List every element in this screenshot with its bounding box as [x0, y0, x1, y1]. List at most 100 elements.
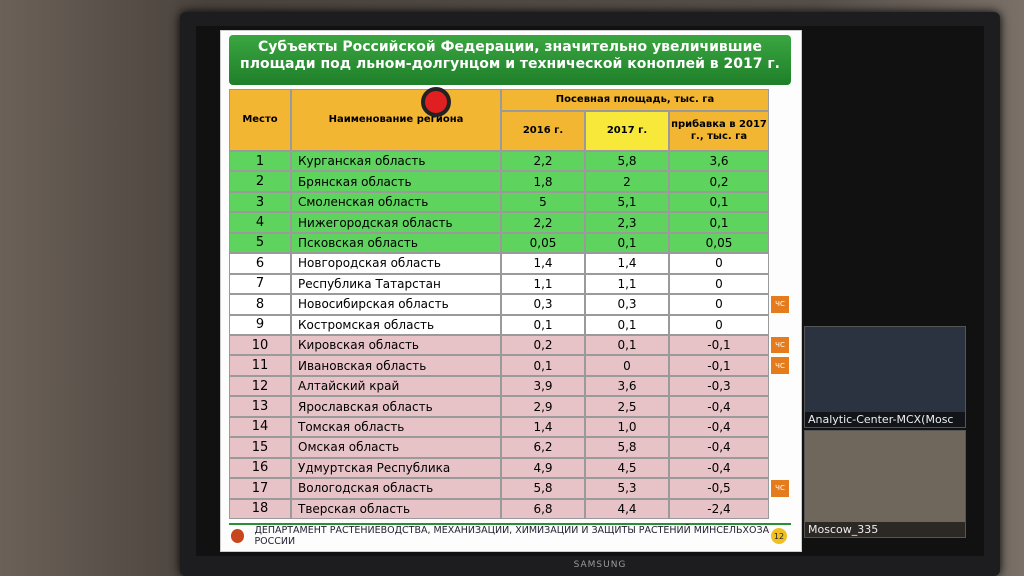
value-cell: 0,1	[585, 314, 669, 335]
value-cell: -0,3	[669, 375, 769, 397]
slide-title: Субъекты Российской Федерации, значитель…	[229, 35, 791, 85]
value-cell: 6,8	[501, 498, 585, 519]
value-cell: 3,6	[669, 151, 769, 172]
value-cell: 1,4	[501, 416, 585, 438]
place-cell: 15	[229, 437, 291, 458]
place-cell: 18	[229, 498, 291, 519]
value-cell: 1,0	[585, 416, 669, 438]
value-cell: -0,4	[669, 437, 769, 458]
value-cell: 0	[669, 273, 769, 295]
value-cell: 2,3	[585, 212, 669, 233]
video-label: Analytic-Center-MCX(Mosc	[805, 412, 965, 427]
value-cell: 0,1	[501, 355, 585, 376]
emergency-flag: ЧС	[771, 357, 789, 374]
value-cell: 0	[669, 314, 769, 335]
value-cell: 0,1	[585, 232, 669, 254]
value-cell: 1,1	[501, 273, 585, 295]
value-cell: -0,1	[669, 355, 769, 376]
value-cell: -0,4	[669, 396, 769, 417]
region-cell: Псковская область	[291, 232, 501, 254]
region-cell: Тверская область	[291, 498, 501, 519]
region-cell: Омская область	[291, 437, 501, 458]
brand: SAMSUNG	[573, 560, 627, 570]
region-cell: Брянская область	[291, 171, 501, 192]
footer: ДЕПАРТАМЕНТ РАСТЕНИЕВОДСТВА, МЕХАНИЗАЦИИ…	[229, 523, 791, 547]
value-cell: 5,8	[585, 151, 669, 172]
value-cell: 3,9	[501, 375, 585, 397]
header-cell: 2017 г.	[585, 111, 669, 151]
region-cell: Нижегородская область	[291, 212, 501, 233]
emergency-flag: ЧС	[771, 480, 789, 497]
value-cell: 1,8	[501, 171, 585, 192]
footer-text: ДЕПАРТАМЕНТ РАСТЕНИЕВОДСТВА, МЕХАНИЗАЦИИ…	[254, 525, 770, 547]
place-cell: 17	[229, 478, 291, 499]
value-cell: -2,4	[669, 498, 769, 519]
record-indicator	[421, 87, 451, 117]
value-cell: 2,5	[585, 396, 669, 417]
value-cell: 0,1	[669, 212, 769, 233]
value-cell: 0,2	[501, 335, 585, 356]
region-cell: Кировская область	[291, 335, 501, 356]
place-cell: 5	[229, 232, 291, 254]
header-cell: Наименование региона	[291, 89, 501, 151]
place-cell: 10	[229, 335, 291, 356]
slide: Субъекты Российской Федерации, значитель…	[220, 30, 802, 552]
value-cell: 0,05	[501, 232, 585, 254]
header-cell: 2016 г.	[501, 111, 585, 151]
region-cell: Томская область	[291, 416, 501, 438]
region-cell: Ивановская область	[291, 355, 501, 376]
region-cell: Смоленская область	[291, 191, 501, 213]
value-cell: 4,5	[585, 457, 669, 479]
header-cell: Место	[229, 89, 291, 151]
value-cell: -0,1	[669, 335, 769, 356]
video-tile: Moscow_335	[804, 430, 966, 538]
value-cell: 3,6	[585, 375, 669, 397]
value-cell: 0	[585, 355, 669, 376]
value-cell: 0,3	[585, 294, 669, 315]
place-cell: 4	[229, 212, 291, 233]
value-cell: 2,2	[501, 212, 585, 233]
place-cell: 6	[229, 253, 291, 274]
value-cell: 2	[585, 171, 669, 192]
value-cell: 0,2	[669, 171, 769, 192]
value-cell: 0	[669, 294, 769, 315]
place-cell: 12	[229, 375, 291, 397]
value-cell: 4,4	[585, 498, 669, 519]
place-cell: 16	[229, 457, 291, 479]
value-cell: -0,4	[669, 457, 769, 479]
value-cell: 2,9	[501, 396, 585, 417]
region-cell: Новгородская область	[291, 253, 501, 274]
place-cell: 2	[229, 171, 291, 192]
value-cell: 6,2	[501, 437, 585, 458]
place-cell: 11	[229, 355, 291, 376]
region-cell: Костромская область	[291, 314, 501, 335]
header-cell: Посевная площадь, тыс. га	[501, 89, 769, 111]
value-cell: 5,3	[585, 478, 669, 499]
value-cell: 5,8	[585, 437, 669, 458]
place-cell: 3	[229, 191, 291, 213]
table: Место Наименование региона Посевная площад…	[229, 89, 791, 519]
value-cell: 5,1	[585, 191, 669, 213]
page-number: 12	[771, 528, 787, 544]
value-cell: 0,1	[669, 191, 769, 213]
place-cell: 7	[229, 273, 291, 295]
value-cell: 0,05	[669, 232, 769, 254]
place-cell: 9	[229, 314, 291, 335]
place-cell: 14	[229, 416, 291, 438]
region-cell: Республика Татарстан	[291, 273, 501, 295]
value-cell: 1,1	[585, 273, 669, 295]
value-cell: 4,9	[501, 457, 585, 479]
logo	[231, 529, 245, 543]
video-tile: Analytic-Center-MCX(Mosc	[804, 326, 966, 428]
region-cell: Удмуртская Республика	[291, 457, 501, 479]
emergency-flag: ЧС	[771, 337, 789, 354]
place-cell: 13	[229, 396, 291, 417]
region-cell: Новосибирская область	[291, 294, 501, 315]
value-cell: 0	[669, 253, 769, 274]
region-cell: Вологодская область	[291, 478, 501, 499]
value-cell: 0,3	[501, 294, 585, 315]
region-cell: Курганская область	[291, 151, 501, 172]
value-cell: 1,4	[501, 253, 585, 274]
value-cell: 5	[501, 191, 585, 213]
value-cell: 0,1	[501, 314, 585, 335]
